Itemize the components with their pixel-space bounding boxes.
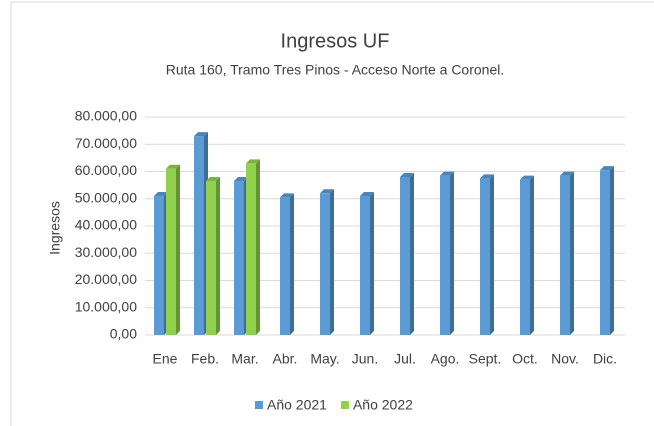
bar: [194, 136, 204, 335]
x-tick-label: Oct.: [512, 351, 538, 367]
bar: [280, 197, 290, 335]
x-tick-label: Jul.: [394, 351, 416, 367]
bar-top: [520, 175, 534, 180]
bar: [166, 168, 176, 335]
x-tick-label: Dic.: [593, 351, 617, 367]
bar-top: [166, 164, 180, 169]
bar-side: [290, 193, 294, 335]
y-tick-label: 40.000,00: [75, 217, 137, 233]
x-tick-label: May.: [310, 351, 339, 367]
bar: [206, 181, 216, 335]
legend-label: Año 2021: [267, 397, 327, 413]
y-tick-label: 20.000,00: [75, 271, 137, 287]
x-tick-label: Feb.: [191, 351, 219, 367]
x-tick-label: Nov.: [551, 351, 579, 367]
bar-top: [600, 166, 614, 171]
bar-top: [234, 177, 248, 182]
bar: [600, 170, 610, 335]
bar-top: [206, 177, 220, 182]
bar-side: [330, 189, 334, 335]
bar-top: [400, 172, 414, 177]
bar: [480, 178, 490, 335]
legend-swatch: [340, 401, 349, 409]
bar-side: [370, 192, 374, 335]
bar-side: [410, 172, 414, 335]
bar-top: [360, 192, 374, 197]
x-tick-label: Mar.: [231, 351, 258, 367]
bar-side: [570, 171, 574, 335]
chart-frame: [10, 1, 654, 426]
bar: [154, 196, 164, 335]
bar-side: [216, 177, 220, 335]
bar-top: [320, 189, 334, 194]
bar: [246, 163, 256, 335]
legend-swatch: [255, 401, 263, 409]
x-tick-label: Abr.: [273, 351, 298, 367]
x-tick-label: Sept.: [469, 351, 502, 367]
bar: [560, 175, 570, 335]
y-axis-label: Ingresos: [47, 201, 63, 255]
bar: [440, 175, 450, 335]
chart-subtitle: Ruta 160, Tramo Tres Pinos - Acceso Nort…: [166, 62, 505, 78]
y-tick-label: 0,00: [110, 326, 137, 342]
bar-top: [280, 193, 294, 198]
y-tick-label: 50.000,00: [75, 189, 137, 205]
y-tick-label: 30.000,00: [75, 244, 137, 260]
x-tick-label: Ene: [153, 351, 178, 367]
bar-side: [450, 171, 454, 335]
bar-side: [610, 166, 614, 335]
bar: [320, 193, 330, 335]
bar-side: [530, 175, 534, 335]
bar-side: [256, 159, 260, 335]
bar-top: [246, 159, 260, 164]
bar-side: [490, 174, 494, 335]
bar-top: [440, 171, 454, 176]
y-tick-label: 10.000,00: [75, 298, 137, 314]
bar-top: [480, 174, 494, 179]
bar-top: [194, 132, 208, 137]
bar-side: [176, 164, 180, 335]
x-tick-label: Ago.: [431, 351, 460, 367]
bar: [400, 176, 410, 335]
bar-top: [560, 171, 574, 176]
y-tick-label: 70.000,00: [75, 135, 137, 151]
bar: [520, 179, 530, 335]
bar: [234, 181, 244, 335]
bar: [360, 196, 370, 335]
bar-top: [154, 192, 168, 197]
x-tick-label: Jun.: [352, 351, 378, 367]
y-tick-label: 60.000,00: [75, 162, 137, 178]
legend-label: Año 2022: [353, 397, 413, 413]
y-tick-label: 80.000,00: [75, 108, 137, 124]
chart-title: Ingresos UF: [281, 30, 390, 52]
